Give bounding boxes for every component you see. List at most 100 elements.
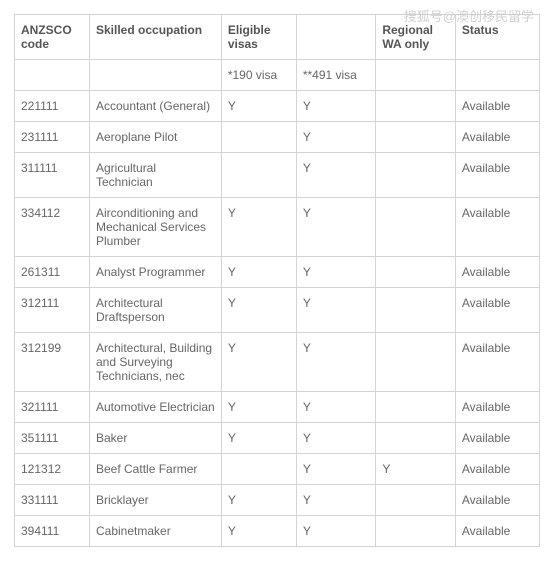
cell-visa491: Y <box>296 423 376 454</box>
cell-visa190 <box>221 122 296 153</box>
cell-status: Available <box>455 454 539 485</box>
cell-regional <box>376 485 456 516</box>
cell-visa491: Y <box>296 198 376 257</box>
cell-regional <box>376 288 456 333</box>
cell-occupation: Architectural, Building and Surveying Te… <box>90 333 222 392</box>
cell-code: 311111 <box>15 153 90 198</box>
cell-status: Available <box>455 485 539 516</box>
header-row: ANZSCO code Skilled occupation Eligible … <box>15 15 540 60</box>
cell-occupation: Beef Cattle Farmer <box>90 454 222 485</box>
table-row: 334112Airconditioning and Mechanical Ser… <box>15 198 540 257</box>
cell-visa190: Y <box>221 257 296 288</box>
cell-visa190: Y <box>221 485 296 516</box>
table-row: 312199Architectural, Building and Survey… <box>15 333 540 392</box>
table-header: ANZSCO code Skilled occupation Eligible … <box>15 15 540 91</box>
cell-status: Available <box>455 516 539 547</box>
cell-visa491: Y <box>296 485 376 516</box>
cell-status: Available <box>455 257 539 288</box>
header-eligible-visas: Eligible visas <box>221 15 296 60</box>
cell-status: Available <box>455 198 539 257</box>
cell-code: 121312 <box>15 454 90 485</box>
subheader-visa491: **491 visa <box>296 60 376 91</box>
cell-visa190: Y <box>221 91 296 122</box>
table-row: 121312Beef Cattle FarmerYYAvailable <box>15 454 540 485</box>
header-status: Status <box>455 15 539 60</box>
table-row: 311111Agricultural TechnicianYAvailable <box>15 153 540 198</box>
cell-occupation: Airconditioning and Mechanical Services … <box>90 198 222 257</box>
cell-visa190: Y <box>221 392 296 423</box>
cell-visa491: Y <box>296 516 376 547</box>
table-row: 351111BakerYYAvailable <box>15 423 540 454</box>
cell-code: 221111 <box>15 91 90 122</box>
cell-status: Available <box>455 392 539 423</box>
table-row: 231111Aeroplane Pilot Y Available <box>15 122 540 153</box>
cell-visa491: Y <box>296 91 376 122</box>
subheader-visa190: *190 visa <box>221 60 296 91</box>
cell-status: Available <box>455 288 539 333</box>
cell-occupation: Analyst Programmer <box>90 257 222 288</box>
cell-occupation: Aeroplane Pilot <box>90 122 222 153</box>
cell-visa491: Y <box>296 454 376 485</box>
table-body: 221111Accountant (General)YYAvailable231… <box>15 91 540 547</box>
cell-visa190 <box>221 153 296 198</box>
cell-regional <box>376 423 456 454</box>
cell-code: 312199 <box>15 333 90 392</box>
header-regional: Regional WA only <box>376 15 456 60</box>
cell-visa190: Y <box>221 423 296 454</box>
cell-code: 261311 <box>15 257 90 288</box>
occupation-table: ANZSCO code Skilled occupation Eligible … <box>14 14 540 547</box>
cell-occupation: Automotive Electrician <box>90 392 222 423</box>
cell-code: 321111 <box>15 392 90 423</box>
cell-code: 331111 <box>15 485 90 516</box>
cell-code: 351111 <box>15 423 90 454</box>
header-code: ANZSCO code <box>15 15 90 60</box>
cell-status: Available <box>455 122 539 153</box>
cell-visa190: Y <box>221 516 296 547</box>
table-row: 321111Automotive ElectricianYYAvailable <box>15 392 540 423</box>
subheader-row: *190 visa **491 visa <box>15 60 540 91</box>
cell-occupation: Accountant (General) <box>90 91 222 122</box>
cell-regional <box>376 91 456 122</box>
cell-regional <box>376 333 456 392</box>
cell-visa491: Y <box>296 288 376 333</box>
cell-regional <box>376 257 456 288</box>
header-occupation: Skilled occupation <box>90 15 222 60</box>
cell-occupation: Bricklayer <box>90 485 222 516</box>
cell-status: Available <box>455 333 539 392</box>
cell-regional: Y <box>376 454 456 485</box>
table-row: 394111CabinetmakerYYAvailable <box>15 516 540 547</box>
header-eligible-blank <box>296 15 376 60</box>
cell-code: 231111 <box>15 122 90 153</box>
subheader-occupation <box>90 60 222 91</box>
subheader-code <box>15 60 90 91</box>
cell-visa190: Y <box>221 288 296 333</box>
cell-visa190 <box>221 454 296 485</box>
table-row: 221111Accountant (General)YYAvailable <box>15 91 540 122</box>
subheader-regional <box>376 60 456 91</box>
cell-visa491: Y <box>296 122 376 153</box>
cell-visa491: Y <box>296 333 376 392</box>
cell-status: Available <box>455 91 539 122</box>
cell-occupation: Baker <box>90 423 222 454</box>
cell-regional <box>376 516 456 547</box>
cell-regional <box>376 392 456 423</box>
cell-regional <box>376 153 456 198</box>
subheader-status <box>455 60 539 91</box>
cell-occupation: Agricultural Technician <box>90 153 222 198</box>
cell-visa491: Y <box>296 153 376 198</box>
cell-occupation: Cabinetmaker <box>90 516 222 547</box>
cell-visa491: Y <box>296 392 376 423</box>
cell-status: Available <box>455 423 539 454</box>
cell-regional <box>376 122 456 153</box>
table-row: 312111Architectural DraftspersonYYAvaila… <box>15 288 540 333</box>
table-row: 331111BricklayerYYAvailable <box>15 485 540 516</box>
cell-code: 394111 <box>15 516 90 547</box>
cell-regional <box>376 198 456 257</box>
cell-occupation: Architectural Draftsperson <box>90 288 222 333</box>
table-row: 261311Analyst ProgrammerYYAvailable <box>15 257 540 288</box>
cell-code: 334112 <box>15 198 90 257</box>
cell-visa491: Y <box>296 257 376 288</box>
cell-visa190: Y <box>221 333 296 392</box>
cell-visa190: Y <box>221 198 296 257</box>
cell-code: 312111 <box>15 288 90 333</box>
